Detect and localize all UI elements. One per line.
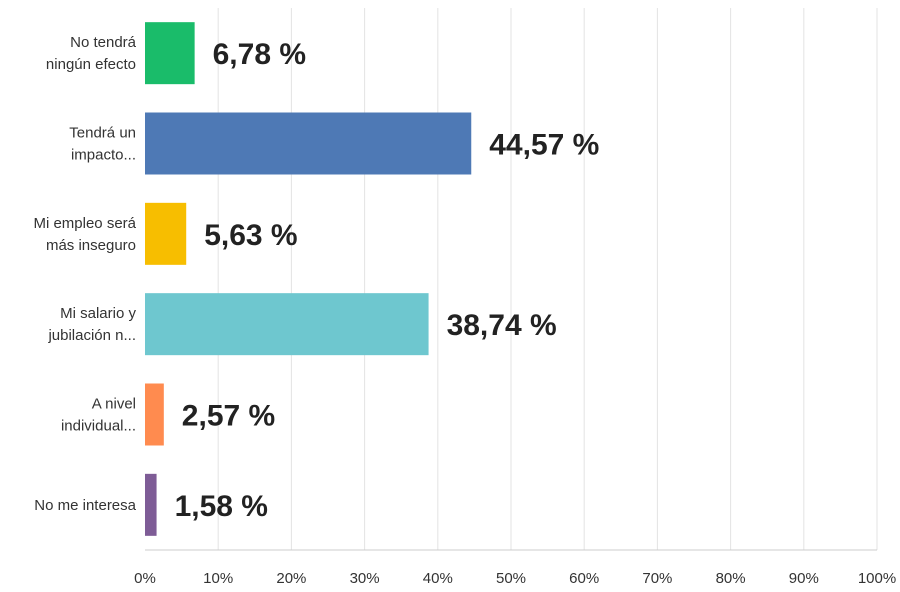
bars	[145, 22, 472, 536]
bar	[145, 293, 429, 356]
x-tick-label: 40%	[423, 570, 453, 587]
bar	[145, 112, 472, 175]
category-label: No me interesa	[34, 497, 136, 514]
data-label: 38,74 %	[447, 309, 557, 342]
data-label: 44,57 %	[489, 129, 599, 162]
x-tick-label: 30%	[350, 570, 380, 587]
category-label: A nivel	[92, 396, 136, 413]
x-tick-label: 80%	[716, 570, 746, 587]
gridlines	[217, 8, 878, 550]
category-label: Tendrá un	[69, 125, 136, 142]
category-label: Mi salario y	[60, 305, 136, 322]
x-tick-label: 90%	[789, 570, 819, 587]
category-label: jubilación n...	[47, 327, 136, 344]
data-label: 6,78 %	[213, 38, 306, 71]
x-tick-label: 70%	[642, 570, 672, 587]
data-label: 5,63 %	[204, 219, 297, 252]
x-tick-label: 60%	[569, 570, 599, 587]
bar	[145, 383, 164, 446]
data-labels: 6,78 % 44,57 % 5,63 % 38,74 % 2,57 % 1,58 %	[175, 38, 600, 523]
category-label: ningún efecto	[46, 56, 136, 73]
category-label: individual...	[61, 418, 136, 435]
bar	[145, 473, 157, 536]
x-tick-label: 0%	[134, 570, 156, 587]
data-label: 2,57 %	[182, 400, 275, 433]
x-tick-label: 10%	[203, 570, 233, 587]
category-label: No tendrá	[70, 34, 137, 51]
data-label: 1,58 %	[175, 490, 268, 523]
category-label: Mi empleo será	[33, 215, 136, 232]
x-tick-label: 20%	[276, 570, 306, 587]
x-axis-tick-labels: 0% 10% 20% 30% 40% 50% 60% 70% 80% 90% 100%	[134, 570, 896, 587]
x-tick-label: 100%	[858, 570, 896, 587]
category-labels: No tendrá ningún efecto Tendrá un impacto..…	[33, 34, 136, 514]
bar	[145, 202, 187, 265]
bar	[145, 22, 195, 85]
category-label: impacto...	[71, 147, 136, 164]
category-label: más inseguro	[46, 237, 136, 254]
x-tick-label: 50%	[496, 570, 526, 587]
